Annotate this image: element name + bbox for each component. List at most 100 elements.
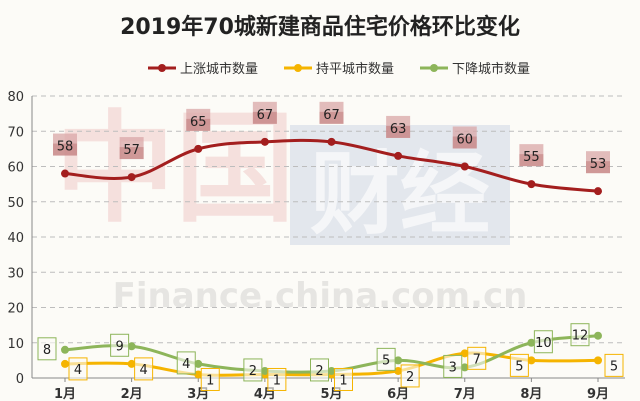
legend: 上涨城市数量 持平城市数量 下降城市数量 xyxy=(148,61,530,77)
data-label-box xyxy=(334,367,353,391)
data-point xyxy=(260,366,269,375)
data-label-text: 7 xyxy=(473,352,481,367)
data-label-text: 1 xyxy=(273,373,281,388)
data-point xyxy=(527,180,536,189)
data-label-text: 5 xyxy=(515,359,523,374)
y-tick-label: 20 xyxy=(7,302,24,317)
y-tick-label: 60 xyxy=(7,161,24,176)
data-label-box xyxy=(134,357,154,381)
data-label-box xyxy=(119,137,144,160)
data-label-shade xyxy=(319,111,344,124)
data-label: 2 xyxy=(243,358,263,382)
data-label: 3 xyxy=(443,354,463,378)
y-tick-label: 30 xyxy=(7,266,24,281)
x-tick-label: 7月 xyxy=(454,387,476,401)
data-point xyxy=(527,356,536,365)
data-label-box xyxy=(533,330,553,354)
legend-swatch-marker xyxy=(430,64,438,72)
data-label-text: 10 xyxy=(535,336,552,351)
data-label-text: 63 xyxy=(390,122,407,137)
data-label-text: 2 xyxy=(315,364,323,379)
data-label: 63 xyxy=(386,115,411,138)
y-tick-label: 80 xyxy=(7,90,24,105)
data-label: 4 xyxy=(68,357,88,381)
chart-title: 2019年70城新建商品住宅价格环比变化 xyxy=(120,14,520,40)
data-label: 9 xyxy=(110,333,130,357)
data-label-text: 1 xyxy=(206,373,214,388)
data-label-shade xyxy=(119,147,144,160)
data-label: 7 xyxy=(467,346,487,370)
x-tick-label: 8月 xyxy=(520,387,542,401)
data-label-box xyxy=(53,133,77,156)
data-label-text: 2 xyxy=(406,370,414,385)
data-label-text: 55 xyxy=(523,150,540,165)
data-label-box xyxy=(200,367,220,391)
data-label-text: 4 xyxy=(139,363,147,378)
data-label-box xyxy=(467,346,487,370)
data-label-text: 4 xyxy=(182,357,190,372)
data-label-box xyxy=(570,323,590,347)
data-label-box xyxy=(452,126,477,149)
data-label-shade xyxy=(53,143,77,156)
data-label-text: 12 xyxy=(572,329,589,344)
data-label-box xyxy=(376,347,396,371)
data-label-text: 67 xyxy=(257,108,274,123)
data-label-text: 53 xyxy=(590,157,607,172)
data-label-text: 65 xyxy=(190,115,207,130)
legend-swatch-marker xyxy=(294,64,302,72)
data-label-box xyxy=(37,337,57,361)
data-label-shade xyxy=(519,154,544,167)
data-label-text: 9 xyxy=(115,339,123,354)
data-label-box xyxy=(509,353,529,377)
y-tick-label: 40 xyxy=(7,231,24,246)
data-point xyxy=(594,187,602,196)
data-label-text: 57 xyxy=(123,143,140,158)
data-label-box xyxy=(310,358,329,382)
data-label-box xyxy=(586,151,610,174)
data-label: 1 xyxy=(334,367,353,391)
data-label-shade xyxy=(252,111,277,124)
data-label: 57 xyxy=(119,137,144,160)
data-point xyxy=(394,356,403,365)
data-label-text: 5 xyxy=(382,353,390,368)
legend-swatch-marker xyxy=(158,64,166,72)
data-label: 67 xyxy=(252,101,277,124)
data-label: 8 xyxy=(37,337,57,361)
data-label-box xyxy=(319,101,344,124)
data-label: 55 xyxy=(519,144,544,167)
legend-item: 上涨城市数量 xyxy=(148,61,258,77)
data-label: 1 xyxy=(200,367,220,391)
data-label-box xyxy=(604,353,624,377)
data-label: 4 xyxy=(134,357,154,381)
data-label-box xyxy=(68,357,88,381)
x-tick-label: 9月 xyxy=(587,387,609,401)
data-label-text: 5 xyxy=(610,359,618,374)
x-tick-label: 1月 xyxy=(54,387,76,401)
data-point xyxy=(127,342,136,351)
data-label-shade xyxy=(452,136,477,149)
legend-label: 上涨城市数量 xyxy=(180,61,258,77)
data-point xyxy=(194,144,203,153)
data-label: 58 xyxy=(53,133,77,156)
data-label-text: 4 xyxy=(74,363,82,378)
data-point xyxy=(527,338,536,347)
data-label-text: 2 xyxy=(249,364,257,379)
data-label-box xyxy=(386,115,411,138)
data-point xyxy=(594,356,602,365)
data-label-text: 60 xyxy=(456,133,473,148)
y-tick-label: 0 xyxy=(16,372,24,387)
data-label-text: 8 xyxy=(43,343,51,358)
data-label-text: 3 xyxy=(449,360,457,375)
x-tick-label: 2月 xyxy=(121,387,143,401)
y-tick-label: 10 xyxy=(7,337,24,352)
data-label: 67 xyxy=(319,101,344,124)
data-point xyxy=(127,359,136,368)
data-label-box xyxy=(243,358,263,382)
data-point xyxy=(460,349,469,358)
data-point xyxy=(61,345,69,354)
data-label-text: 67 xyxy=(323,108,340,123)
data-point xyxy=(594,331,602,340)
